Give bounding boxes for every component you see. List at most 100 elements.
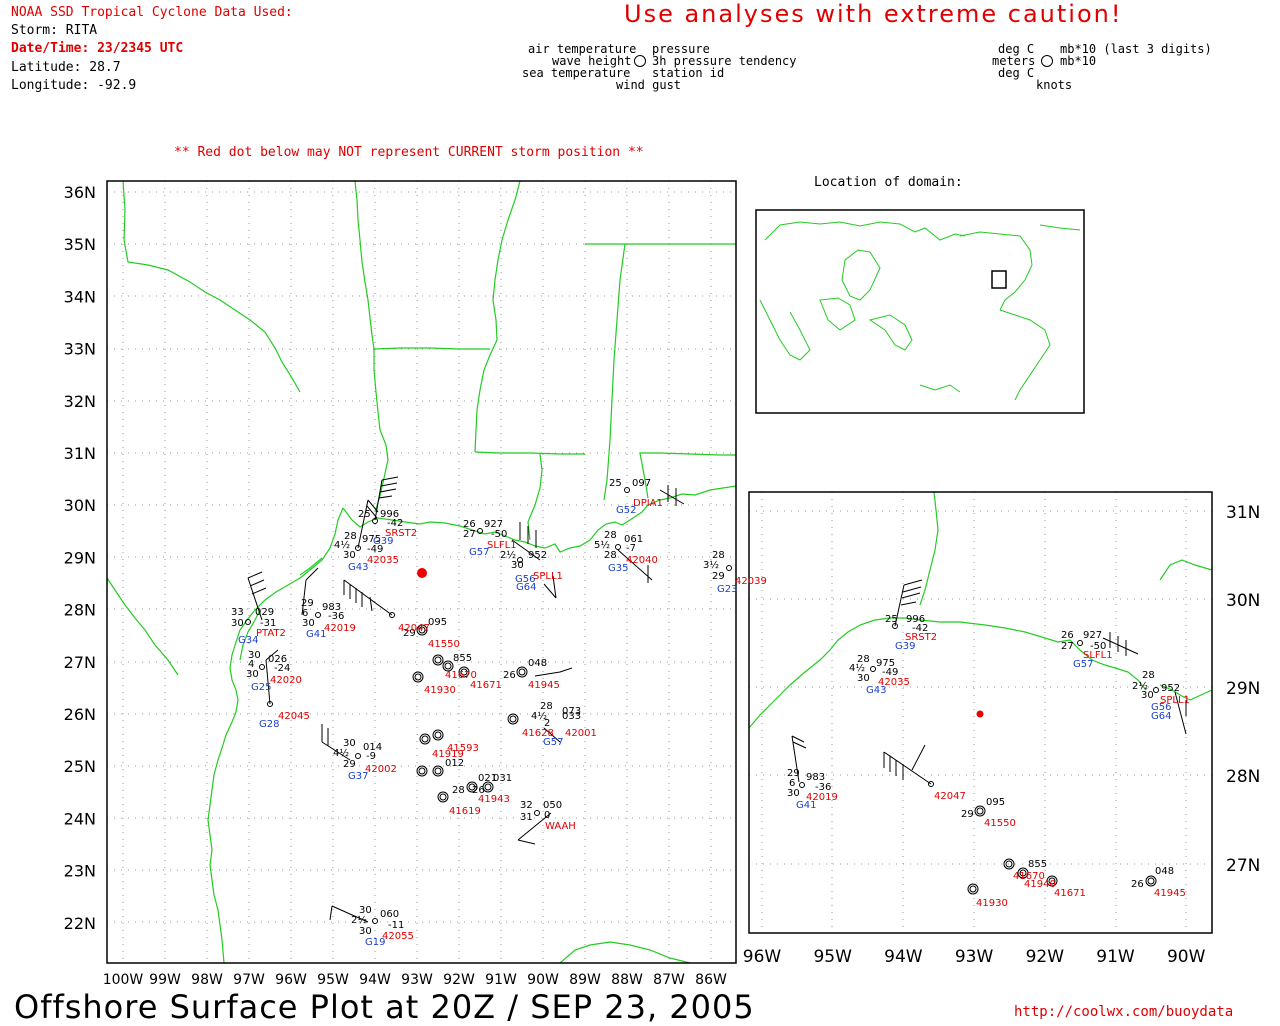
zoom-lat-label: 29N <box>1226 679 1260 699</box>
station-observation: 30 <box>787 788 800 799</box>
main-lon-label: 95W <box>317 972 349 988</box>
zoom-lon-label: 91W <box>1096 947 1135 967</box>
main-lat-label: 36N <box>64 183 96 202</box>
station-observation: 26 <box>472 785 485 796</box>
station-id-label: 41940 <box>1024 879 1056 890</box>
legend-knots: knots <box>1036 78 1073 92</box>
station-id-label: 41670 <box>445 670 477 681</box>
inset-frame <box>755 209 1085 414</box>
station-observation: -36 <box>328 611 344 622</box>
station-observation: 014 <box>363 742 382 753</box>
station-observation: 975 <box>876 658 895 669</box>
station-observation: 2½ <box>351 914 367 926</box>
station-observation: 26 <box>463 519 476 530</box>
legend-meters: meters <box>992 54 1036 68</box>
station-observation: -50 <box>1090 641 1106 652</box>
station-observation: 30 <box>343 550 356 561</box>
station-observation: 012 <box>445 758 464 769</box>
station-observation: 048 <box>528 658 547 669</box>
station-id-label: SPLL1 <box>533 571 563 582</box>
datetime: Date/Time: 23/2345 UTC <box>11 41 184 56</box>
zoom-lon-label: 94W <box>884 947 923 967</box>
station-observation: 28 <box>857 654 870 665</box>
legend-deg-c-2: deg C <box>998 66 1035 80</box>
legend-sea-temperature: sea temperature <box>522 66 631 80</box>
main-lon-label: 100W <box>103 972 144 988</box>
station-observation: -9 <box>366 751 376 762</box>
main-lon-axis: 100W 99W 98W 97W 96W 95W 94W 93W 92W 91W 90W 89W 88W… <box>103 972 727 988</box>
station-observation: 4 <box>248 659 254 670</box>
main-coastline <box>107 181 736 963</box>
station-id-label: 41550 <box>428 639 460 650</box>
station-id-label: 42040 <box>626 555 658 566</box>
caution-warning: Use analyses with extreme caution! <box>624 0 1123 28</box>
zoom-lon-label: 95W <box>813 947 852 967</box>
footer-url[interactable]: http://coolwx.com/buoydata <box>1014 1004 1234 1020</box>
station-observation: 983 <box>322 602 341 613</box>
station-id-label: G56 <box>1151 702 1171 713</box>
main-lat-label: 22N <box>64 914 96 933</box>
station-observation: 2 <box>544 718 550 729</box>
station-id-label: SPLL1 <box>1160 695 1190 706</box>
station-id-label: 41628 <box>522 728 554 739</box>
zoom-lat-label: 31N <box>1226 503 1260 523</box>
station-id-label: G39 <box>373 536 393 547</box>
station-observation: 2½ <box>500 549 516 561</box>
legend-station-circle-icon-right <box>1041 55 1053 67</box>
zoom-lat-axis: 31N 30N 29N 28N 27N <box>1226 503 1260 876</box>
station-observation: 29 <box>403 628 416 639</box>
station-observation: 029 <box>255 607 274 618</box>
latitude: Latitude: 28.7 <box>11 60 121 75</box>
station-id-label: SLFL1 <box>487 540 517 551</box>
station-id-label: G57 <box>1073 659 1093 670</box>
main-lon-label: 90W <box>527 972 559 988</box>
station-observation: 073 <box>562 706 581 717</box>
station-observation: 30 <box>246 669 259 680</box>
storm-name: Storm: RITA <box>11 23 98 38</box>
station-id-label: 42039 <box>735 576 767 587</box>
station-observation: 30 <box>1141 690 1154 701</box>
station-observation: 095 <box>986 797 1005 808</box>
station-observation: 25 <box>358 509 371 520</box>
station-id-label: G57 <box>469 547 489 558</box>
main-lon-label: 97W <box>233 972 265 988</box>
zoom-lon-label: 92W <box>1026 947 1065 967</box>
storm-position-dot <box>417 568 427 578</box>
station-observation: 27 <box>1061 641 1074 652</box>
station-observation: 033 <box>562 711 581 722</box>
station-observation: -49 <box>882 667 898 678</box>
main-lon-label: 99W <box>149 972 181 988</box>
legend-wave-height: wave height <box>552 54 632 68</box>
station-observation: 095 <box>428 617 447 628</box>
station-observation: -24 <box>274 663 290 674</box>
station-observation: 28 <box>712 550 725 561</box>
station-id-label: 42055 <box>382 931 414 942</box>
main-wind-barbs <box>247 476 685 923</box>
station-observation: 30 <box>359 905 372 916</box>
main-lon-label: 86W <box>695 972 727 988</box>
main-lat-label: 25N <box>64 757 96 776</box>
station-id-label: G34 <box>238 635 258 646</box>
zoom-lat-label: 27N <box>1226 856 1260 876</box>
station-id-label: G39 <box>895 641 915 652</box>
main-station-markers <box>245 487 732 924</box>
station-observation: 29 <box>787 768 800 779</box>
zoom-lon-label: 96W <box>743 947 782 967</box>
station-observation: 29 <box>301 598 314 609</box>
station-observation: 26 <box>1061 630 1074 641</box>
zoom-lon-axis: 96W 95W 94W 93W 92W 91W 90W <box>743 947 1206 967</box>
main-lat-label: 30N <box>64 496 96 515</box>
station-observation: 021 <box>478 773 497 784</box>
station-observation: 2½ <box>1132 680 1148 692</box>
station-observation: 983 <box>806 772 825 783</box>
station-observation: 33 <box>231 607 244 618</box>
main-lon-label: 88W <box>611 972 643 988</box>
station-observation: 28 <box>452 785 465 796</box>
zoom-grid <box>749 492 1212 933</box>
station-id-label: 42047 <box>398 623 430 634</box>
main-grid <box>107 181 736 963</box>
station-observation: 26 <box>503 670 516 681</box>
station-id-label: G41 <box>306 629 326 640</box>
station-observation: 25 <box>609 478 622 489</box>
main-lat-label: 27N <box>64 653 96 672</box>
